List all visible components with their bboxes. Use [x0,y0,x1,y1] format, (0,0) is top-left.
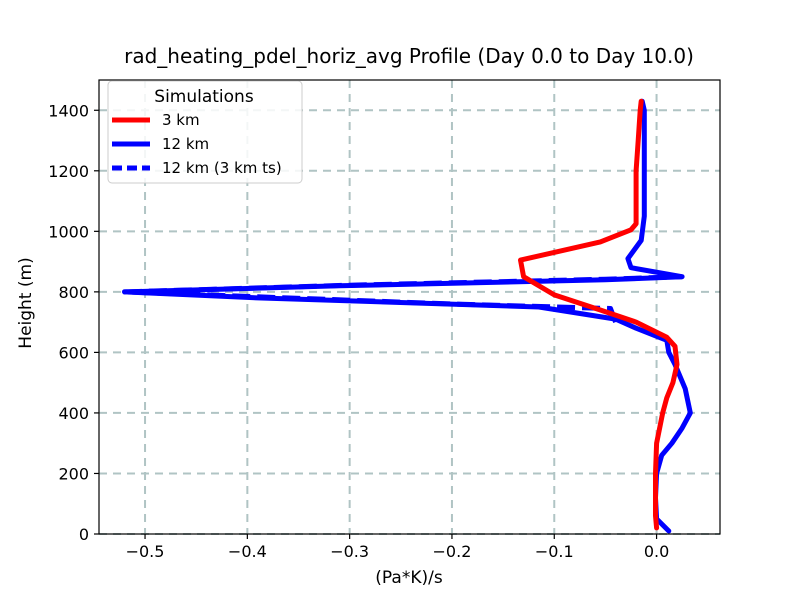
legend-label: 12 km [162,135,209,153]
x-tick-label: −0.1 [535,542,574,561]
legend-box [107,80,303,184]
legend-label: 3 km [162,111,200,129]
legend: Simulations 3 km 12 km 12 km (3 km ts) [107,80,303,184]
series-line-12-km-3-km-ts [122,274,683,323]
y-tick-label: 600 [58,343,89,362]
y-tick-label: 0 [79,525,89,544]
y-tick-label: 1200 [48,162,89,181]
y-tick-label: 400 [58,404,89,423]
legend-label: 12 km (3 km ts) [162,159,282,177]
y-tick-label: 1400 [48,101,89,120]
x-tick-label: −0.4 [228,542,267,561]
y-tick-label: 1000 [48,222,89,241]
x-tick-label: −0.5 [126,542,165,561]
plot-frame [98,79,721,535]
series-layer [122,98,693,534]
legend-entries: 3 km 12 km 12 km (3 km ts) [112,111,282,177]
x-tick-label: 0.0 [644,542,669,561]
x-axis-ticks: −0.5 −0.4 −0.3 −0.2 −0.1 0.0 [126,534,669,561]
series-line-3-km [518,98,680,531]
y-axis-ticks: 0 200 400 600 800 1000 1200 1400 [48,101,99,544]
x-tick-label: −0.3 [330,542,369,561]
x-axis-label: (Pa*K)/s [375,568,443,588]
legend-title: Simulations [154,87,254,107]
y-axis-label: Height (m) [16,257,36,348]
y-tick-label: 200 [58,464,89,483]
chart-title: rad_heating_pdel_horiz_avg Profile (Day … [124,44,694,68]
y-tick-label: 800 [58,283,89,302]
x-tick-label: −0.2 [433,542,472,561]
series-line-12-km [122,98,693,534]
